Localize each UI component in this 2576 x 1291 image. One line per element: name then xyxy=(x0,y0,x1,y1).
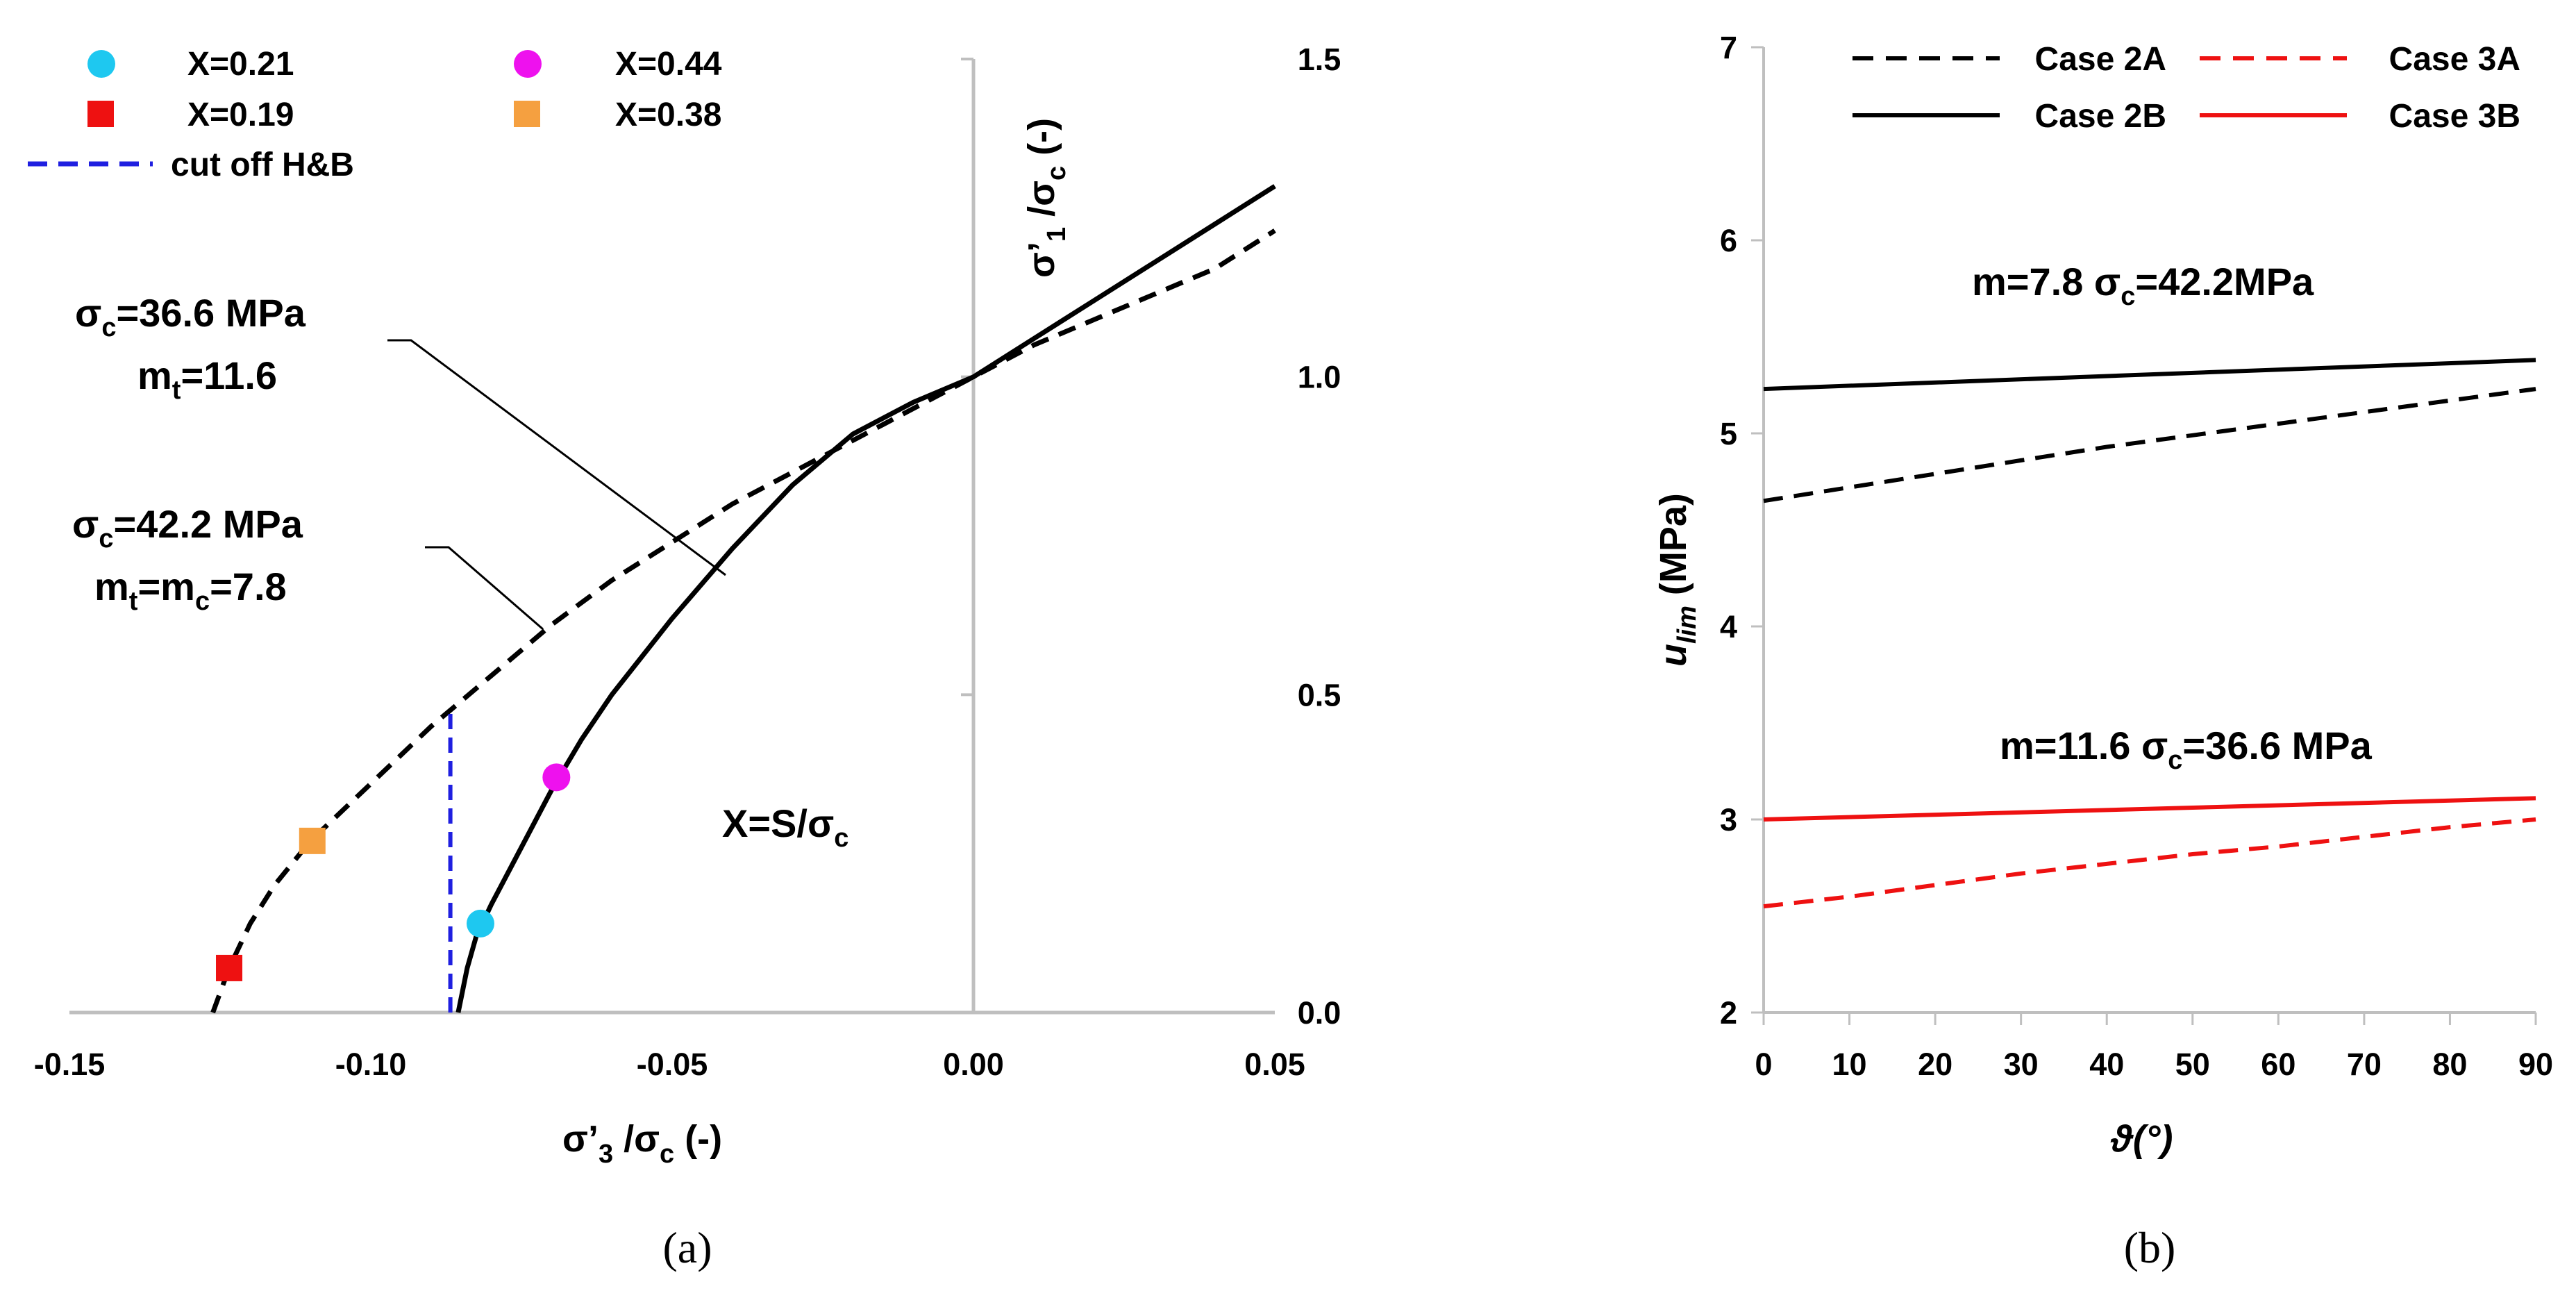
b-x-tick-4: 40 xyxy=(2089,1047,2124,1082)
legend-label-x019: X=0.19 xyxy=(187,97,294,133)
b-x-tick-5: 50 xyxy=(2175,1047,2210,1082)
a-annotation-2-line1: σc=42.2 MPa xyxy=(72,502,303,553)
a-x-tick-3: 0.00 xyxy=(943,1047,1004,1082)
legend-label-x038: X=0.38 xyxy=(615,97,721,133)
b-series-line-3 xyxy=(1763,796,2536,822)
panel-b: 0 10 20 30 40 50 60 70 80 90 2 3 4 5 6 7 m=7.8 σc=42.2… xyxy=(1653,30,2553,1272)
a-y-tick-2: 1.0 xyxy=(1298,360,1341,395)
a-leader-line-2 xyxy=(425,546,544,631)
a-series-group xyxy=(210,184,1276,1014)
a-point-0 xyxy=(466,909,494,938)
b-series-line-0 xyxy=(1763,387,2536,503)
b-annotation-black: m=7.8 σc=42.2MPa xyxy=(1972,260,2314,311)
a-y-tick-0: 0.0 xyxy=(1298,995,1341,1031)
legend-label-cutoff: cut off H&B xyxy=(171,147,354,183)
panel-a: -0.15 -0.10 -0.05 0.00 0.05 0.0 0.5 1.0 1.5 σc=… xyxy=(28,42,1341,1272)
a-y-tick-marks xyxy=(961,58,973,1014)
b-series-line-2 xyxy=(1763,817,2536,909)
b-y-tick-5: 7 xyxy=(1720,30,1737,65)
b-caption: (b) xyxy=(2124,1223,2176,1272)
b-x-tick-2: 20 xyxy=(1918,1047,1952,1082)
b-y-axis-label: ulim (MPa) xyxy=(1653,493,1702,667)
legend-label-case3b: Case 3B xyxy=(2389,98,2520,135)
b-x-tick-marks xyxy=(1762,1013,2537,1025)
a-point-1 xyxy=(216,954,243,981)
legend-label-case2b: Case 2B xyxy=(2035,98,2166,135)
a-x-tick-1: -0.10 xyxy=(335,1047,407,1082)
b-annotation-red: m=11.6 σc=36.6 MPa xyxy=(2000,724,2373,775)
legend-marker-x021 xyxy=(87,50,115,78)
a-legend: X=0.21 X=0.44 X=0.19 X=0.38 cut off H&B xyxy=(28,46,722,183)
legend-label-case3a: Case 3A xyxy=(2389,41,2520,78)
b-x-axis-label: ϑ(°) xyxy=(2110,1118,2173,1160)
b-y-tick-labels: 2 3 4 5 6 7 xyxy=(1720,30,1737,1031)
b-y-tick-0: 2 xyxy=(1720,995,1737,1031)
legend-marker-x044 xyxy=(514,50,542,78)
a-series-line-1 xyxy=(455,184,1276,1013)
b-x-tick-8: 80 xyxy=(2432,1047,2467,1082)
legend-marker-x019 xyxy=(87,101,114,127)
a-y-axis-label: σ’1 /σc (-) xyxy=(1021,118,1071,278)
a-annotation-x-def: X=S/σc xyxy=(722,801,848,853)
a-annotation-1-line1: σc=36.6 MPa xyxy=(75,291,306,342)
b-x-tick-3: 30 xyxy=(2004,1047,2039,1082)
a-x-tick-4: 0.05 xyxy=(1244,1047,1305,1082)
b-x-tick-7: 70 xyxy=(2347,1047,2382,1082)
legend-label-x044: X=0.44 xyxy=(615,46,722,83)
a-series-line-0 xyxy=(210,228,1276,1014)
legend-label-case2a: Case 2A xyxy=(2035,41,2166,78)
b-x-tick-6: 60 xyxy=(2261,1047,2295,1082)
a-y-tick-1: 0.5 xyxy=(1298,677,1341,713)
b-x-tick-labels: 0 10 20 30 40 50 60 70 80 90 xyxy=(1755,1047,2553,1082)
b-x-tick-0: 0 xyxy=(1755,1047,1772,1082)
a-annotation-2-line2: mt=mc=7.8 xyxy=(94,565,287,616)
a-markers-group xyxy=(216,763,571,981)
b-x-tick-1: 10 xyxy=(1832,1047,1867,1082)
b-y-tick-2: 4 xyxy=(1720,609,1737,644)
a-caption: (a) xyxy=(662,1223,712,1272)
a-leader-line-1 xyxy=(387,339,726,576)
a-y-tick-labels: 0.0 0.5 1.0 1.5 xyxy=(1298,42,1341,1031)
b-legend: Case 2A Case 3A Case 2B Case 3B xyxy=(1852,41,2520,135)
a-point-2 xyxy=(542,763,571,792)
b-x-tick-9: 90 xyxy=(2518,1047,2553,1082)
b-y-tick-1: 3 xyxy=(1720,802,1737,838)
a-annotation-1-line2: mt=11.6 xyxy=(137,353,277,405)
b-series-group xyxy=(1763,358,2536,909)
a-x-tick-0: -0.15 xyxy=(34,1047,106,1082)
b-y-tick-marks xyxy=(1751,46,1764,1014)
a-x-tick-labels: -0.15 -0.10 -0.05 0.00 0.05 xyxy=(34,1047,1305,1082)
a-x-axis-label: σ’3 /σc (-) xyxy=(562,1118,722,1169)
legend-label-x021: X=0.21 xyxy=(187,46,294,83)
b-y-tick-4: 6 xyxy=(1720,223,1737,258)
a-point-3 xyxy=(299,827,326,854)
legend-marker-x038 xyxy=(514,101,540,127)
b-y-tick-3: 5 xyxy=(1720,416,1737,451)
a-y-tick-3: 1.5 xyxy=(1298,42,1341,77)
a-x-tick-2: -0.05 xyxy=(637,1047,708,1082)
b-series-line-1 xyxy=(1763,358,2536,392)
